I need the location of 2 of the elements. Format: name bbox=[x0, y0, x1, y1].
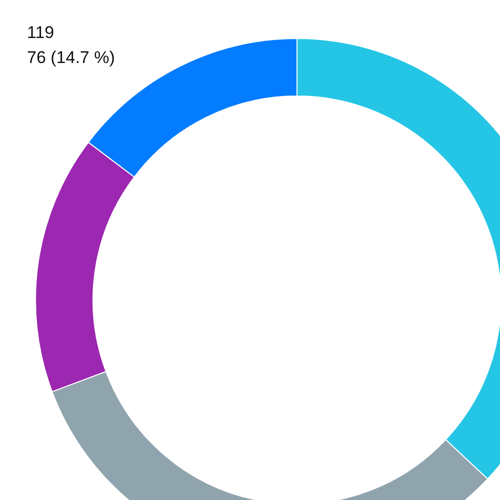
text: 76 (14.7 %) bbox=[27, 47, 115, 69]
text: 119 bbox=[27, 22, 56, 44]
